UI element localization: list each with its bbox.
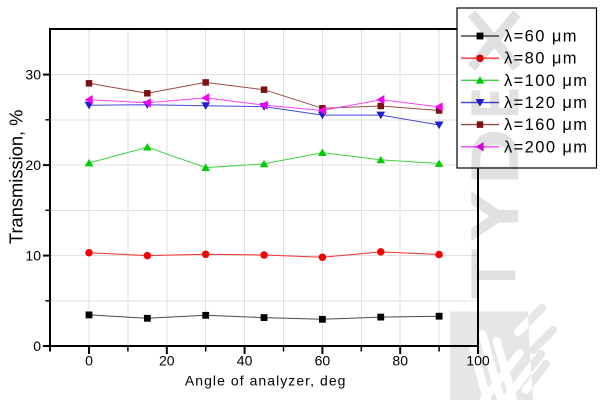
svg-text:λ=160 μm: λ=160 μm: [504, 116, 588, 134]
svg-text:λ=100 μm: λ=100 μm: [504, 72, 588, 90]
svg-text:λ=60 μm: λ=60 μm: [504, 28, 578, 46]
svg-text:20: 20: [25, 157, 41, 173]
svg-text:D: D: [458, 130, 532, 184]
svg-text:30: 30: [25, 67, 41, 83]
svg-text:Transmission, %: Transmission, %: [6, 110, 27, 244]
svg-text:20: 20: [159, 353, 175, 369]
svg-text:Y: Y: [457, 191, 531, 241]
svg-text:10: 10: [25, 248, 41, 264]
svg-text:60: 60: [315, 353, 331, 369]
svg-text:Angle of analyzer, deg: Angle of analyzer, deg: [185, 373, 347, 389]
svg-text:λ=80 μm: λ=80 μm: [504, 50, 578, 68]
svg-text:0: 0: [85, 353, 93, 369]
svg-text:λ=200 μm: λ=200 μm: [504, 138, 588, 156]
svg-text:0: 0: [33, 338, 41, 354]
svg-text:40: 40: [237, 353, 253, 369]
svg-text:E: E: [458, 88, 532, 117]
svg-text:λ=120 μm: λ=120 μm: [504, 94, 588, 112]
svg-text:80: 80: [392, 353, 408, 369]
